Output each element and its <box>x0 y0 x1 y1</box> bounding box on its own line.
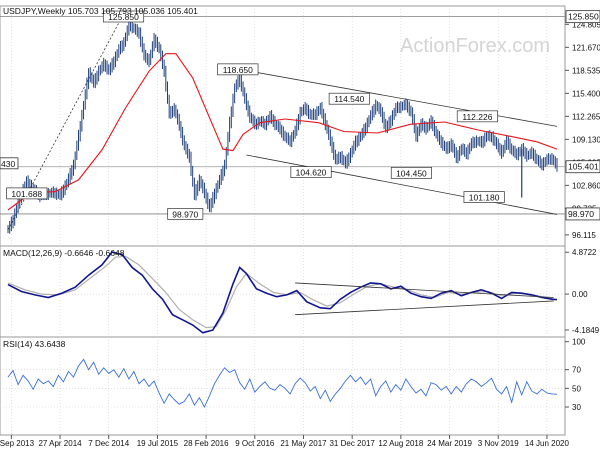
price-label: 105.401 <box>568 162 599 172</box>
annotation-label: 98.970 <box>172 209 198 219</box>
annotation-label: 104.620 <box>296 168 327 178</box>
annotation-label: 101.688 <box>11 189 42 199</box>
annotation-label: 112.226 <box>462 112 492 122</box>
rsi-y-tick-label: 70 <box>572 366 581 375</box>
annotation-label: 114.540 <box>334 94 364 104</box>
x-tick-label: 15 Sep 2013 <box>0 439 35 448</box>
x-tick-label: 19 Jul 2015 <box>137 439 179 448</box>
left-price-tag-box <box>0 157 19 170</box>
channel-lower-line <box>246 154 558 215</box>
x-tick-label: 3 Nov 2019 <box>478 439 519 448</box>
annotation-box <box>102 10 145 23</box>
annotation-box <box>167 208 204 220</box>
watermark: ActionForex.com <box>400 35 550 57</box>
moving-average-line <box>7 53 558 211</box>
x-tick-label: 12 Aug 2018 <box>378 439 423 448</box>
price-y-tick-label: 115.400 <box>572 89 600 98</box>
price-label-box <box>565 10 600 24</box>
left-price-tag: 430 <box>1 159 15 169</box>
x-tick-label: 27 Apr 2014 <box>38 439 82 448</box>
price-y-tick-label: 112.265 <box>572 112 600 121</box>
price-y-tick-label: 121.670 <box>572 43 600 52</box>
price-y-tick-label: 118.535 <box>572 66 600 75</box>
rsi-layer <box>7 358 558 409</box>
price-label-box <box>565 207 600 221</box>
price-y-tick-label: 109.130 <box>572 135 600 144</box>
annotation-box <box>390 166 432 179</box>
x-tick-label: 9 Oct 2016 <box>235 439 275 448</box>
x-tick-label: 28 Feb 2016 <box>184 439 229 448</box>
rsi-panel-frame <box>0 336 566 436</box>
macd-layer <box>7 251 558 334</box>
rsi-y-tick-label: 100 <box>572 338 586 347</box>
price-label: 98.970 <box>568 209 594 219</box>
annotation-box <box>290 166 332 178</box>
annotation-box <box>217 63 259 76</box>
annotation-label: 104.450 <box>396 168 427 178</box>
rsi-panel-title: RSI(14) 43.6438 <box>3 339 66 349</box>
annotation-label: 125.850 <box>108 12 139 22</box>
macd-trend-lower <box>295 300 554 316</box>
macd-y-tick-label: -4.1849 <box>572 326 600 335</box>
macd-signal-line <box>7 255 558 329</box>
macd-line <box>7 251 558 334</box>
macd-trend-upper <box>295 282 554 298</box>
price-layer <box>7 16 558 234</box>
annotation-label: 101.180 <box>469 193 500 203</box>
rsi-y-tick-label: 30 <box>572 403 581 412</box>
x-tick-label: 21 May 2017 <box>280 439 327 448</box>
price-y-tick-label: 102.860 <box>572 181 600 190</box>
macd-panel-title: MACD(12,26,9) -0.6646 -0.6648 <box>3 248 125 258</box>
price-y-tick-label: 96.115 <box>572 231 596 240</box>
rsi-grid <box>0 337 565 435</box>
annotation-box <box>463 191 505 203</box>
price-y-tick-label: 124.805 <box>572 20 600 29</box>
rsi-line <box>7 358 558 409</box>
channel-upper-line <box>246 70 558 127</box>
x-tick-label: 7 Dec 2014 <box>88 439 129 448</box>
x-tick-label: 31 Dec 2017 <box>329 439 375 448</box>
price-label-box <box>565 160 600 174</box>
annotation-box <box>328 92 370 105</box>
macd-y-tick-label: 4.8722 <box>572 248 597 257</box>
macd-y-tick-label: 0.00 <box>572 290 588 299</box>
x-tick-label: 24 Mar 2019 <box>427 439 472 448</box>
annotation-box <box>6 187 48 200</box>
annotation-label: 118.650 <box>223 65 253 75</box>
annotation-box <box>456 110 498 123</box>
axis-layer: 124.805 121.670 118.535 115.400 112.265 109.1… <box>0 10 600 448</box>
price-panel-title: USDJPY,Weekly 105.703 105.793 105.036 10… <box>3 6 198 16</box>
price-label: 125.850 <box>568 12 599 22</box>
rsi-y-tick-label: 50 <box>572 384 581 393</box>
x-tick-label: 14 Jun 2020 <box>525 439 570 448</box>
